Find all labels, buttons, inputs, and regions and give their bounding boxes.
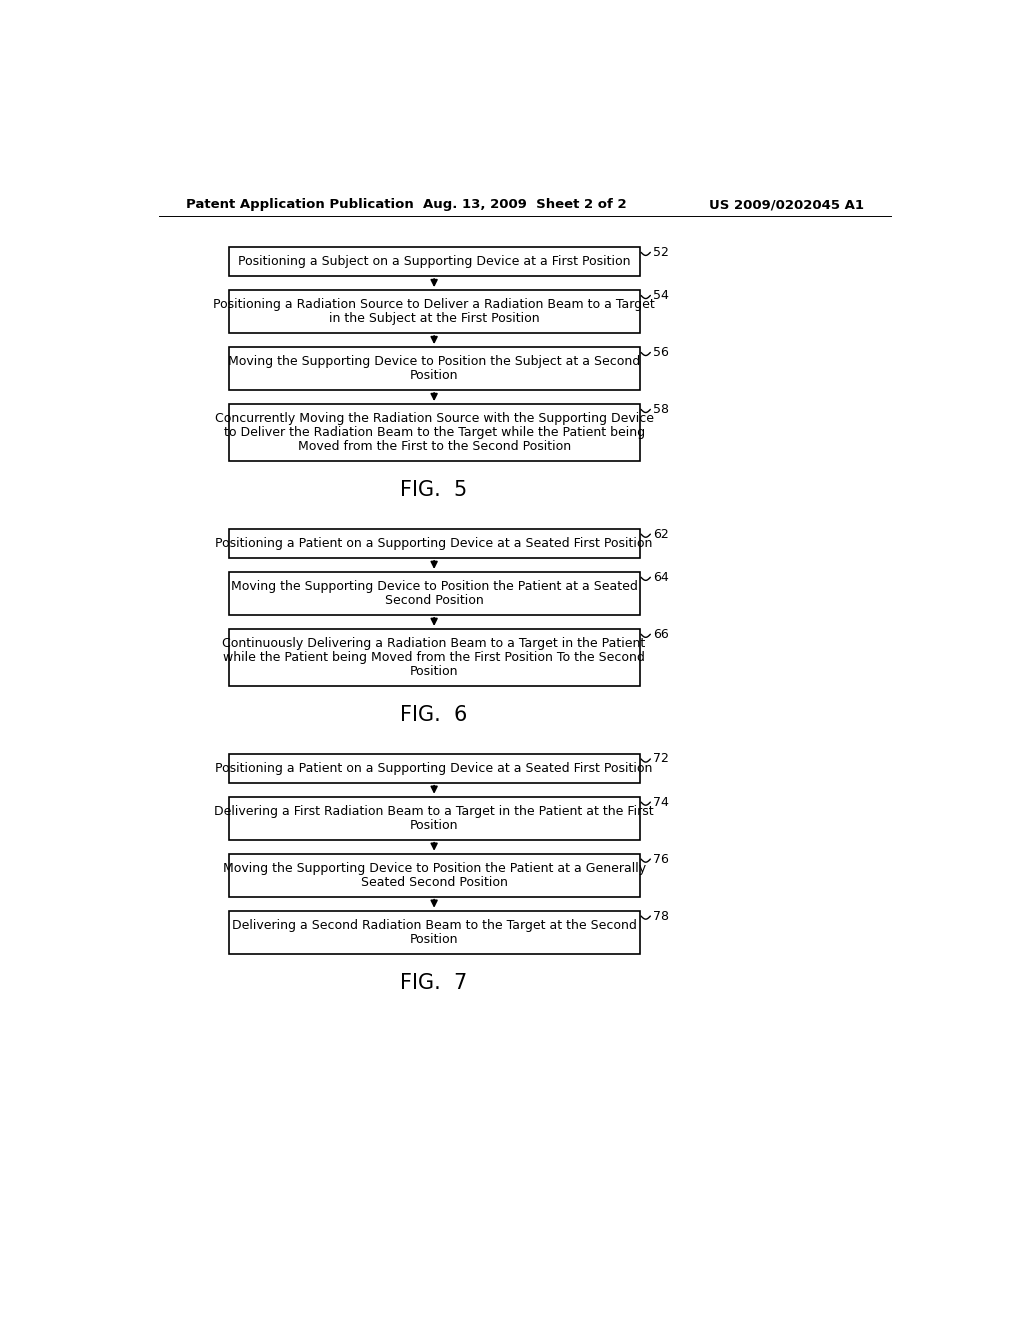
Text: Patent Application Publication: Patent Application Publication (186, 198, 414, 211)
Bar (228, 911, 640, 954)
Text: Aug. 13, 2009  Sheet 2 of 2: Aug. 13, 2009 Sheet 2 of 2 (423, 198, 627, 211)
Text: Moving the Supporting Device to Position the Patient at a Generally: Moving the Supporting Device to Position… (222, 862, 646, 875)
Text: Position: Position (410, 370, 459, 381)
Text: Positioning a Patient on a Supporting Device at a Seated First Position: Positioning a Patient on a Supporting De… (215, 762, 653, 775)
Text: Positioning a Radiation Source to Deliver a Radiation Beam to a Target: Positioning a Radiation Source to Delive… (213, 298, 655, 312)
Text: in the Subject at the First Position: in the Subject at the First Position (329, 312, 540, 325)
Text: while the Patient being Moved from the First Position To the Second: while the Patient being Moved from the F… (223, 651, 645, 664)
Bar (228, 754, 640, 783)
Text: 76: 76 (652, 853, 669, 866)
Text: Positioning a Patient on a Supporting Device at a Seated First Position: Positioning a Patient on a Supporting De… (215, 537, 653, 550)
Text: 56: 56 (652, 346, 669, 359)
Bar (228, 404, 640, 461)
Text: FIG.  7: FIG. 7 (400, 973, 468, 993)
Text: 74: 74 (652, 796, 669, 809)
Bar (228, 247, 640, 276)
Text: Positioning a Subject on a Supporting Device at a First Position: Positioning a Subject on a Supporting De… (238, 255, 631, 268)
Text: FIG.  6: FIG. 6 (400, 705, 468, 725)
Text: Second Position: Second Position (385, 594, 483, 607)
Text: US 2009/0202045 A1: US 2009/0202045 A1 (710, 198, 864, 211)
Bar (228, 572, 640, 615)
Text: 66: 66 (652, 628, 669, 640)
Text: 64: 64 (652, 570, 669, 583)
Text: Position: Position (410, 933, 459, 945)
Bar (228, 854, 640, 896)
Text: 78: 78 (652, 909, 669, 923)
Bar (228, 529, 640, 558)
Text: Delivering a First Radiation Beam to a Target in the Patient at the First: Delivering a First Radiation Beam to a T… (214, 805, 654, 818)
Text: 54: 54 (652, 289, 669, 302)
Text: to Deliver the Radiation Beam to the Target while the Patient being: to Deliver the Radiation Beam to the Tar… (223, 426, 645, 440)
Text: Moved from the First to the Second Position: Moved from the First to the Second Posit… (298, 440, 570, 453)
Text: 62: 62 (652, 528, 669, 541)
Bar (228, 347, 640, 391)
Bar (228, 797, 640, 840)
Text: Delivering a Second Radiation Beam to the Target at the Second: Delivering a Second Radiation Beam to th… (231, 919, 637, 932)
Text: Moving the Supporting Device to Position the Subject at a Second: Moving the Supporting Device to Position… (228, 355, 640, 368)
Text: Concurrently Moving the Radiation Source with the Supporting Device: Concurrently Moving the Radiation Source… (215, 412, 653, 425)
Text: Moving the Supporting Device to Position the Patient at a Seated: Moving the Supporting Device to Position… (230, 579, 638, 593)
Text: 58: 58 (652, 403, 669, 416)
Text: Position: Position (410, 818, 459, 832)
Bar (228, 628, 640, 686)
Text: 72: 72 (652, 752, 669, 766)
Text: Seated Second Position: Seated Second Position (360, 875, 508, 888)
Text: Position: Position (410, 665, 459, 677)
Text: FIG.  5: FIG. 5 (400, 480, 468, 500)
Text: Continuously Delivering a Radiation Beam to a Target in the Patient: Continuously Delivering a Radiation Beam… (222, 638, 646, 649)
Bar (228, 290, 640, 333)
Text: 52: 52 (652, 246, 669, 259)
